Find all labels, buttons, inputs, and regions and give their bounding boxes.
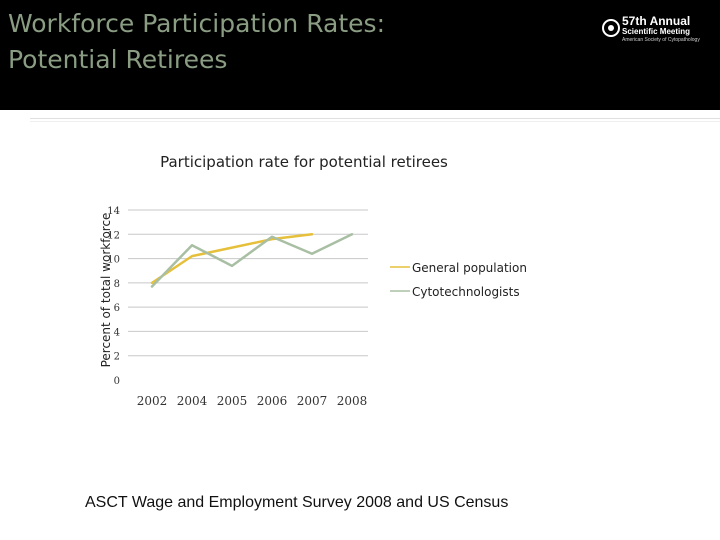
divider-line-secondary — [30, 121, 720, 122]
y-axis-label: Percent of total workforce — [99, 213, 113, 368]
logo-text-meeting: Scientific Meeting — [622, 27, 691, 36]
logo-text-society: American Society of Cytopathology — [622, 37, 700, 43]
x-tick-label: 2007 — [297, 394, 328, 408]
x-tick-label: 2006 — [257, 394, 288, 408]
title-bar: Workforce Participation Rates: Potential… — [0, 0, 720, 110]
divider-line — [30, 118, 720, 119]
meeting-logo: 57th Annual Scientific Meeting American … — [602, 14, 712, 46]
x-tick-label: 2008 — [337, 394, 368, 408]
series-line-general-population — [150, 233, 314, 285]
slide-title: Workforce Participation Rates: Potential… — [8, 9, 385, 74]
y-tick-label: 2 — [114, 352, 120, 363]
chart-title: Participation rate for potential retiree… — [160, 153, 448, 171]
y-tick-label: 4 — [114, 327, 120, 338]
legend-entry: General population — [412, 261, 527, 275]
series-line-cytotechnologists — [150, 233, 354, 288]
y-tick-label: 8 — [114, 279, 120, 290]
logo-emblem-icon — [602, 19, 620, 37]
y-tick-label: 6 — [114, 303, 120, 314]
y-tick-label: 10 — [107, 255, 120, 266]
logo-text-annual: 57th Annual — [622, 14, 691, 28]
y-tick-label: 12 — [107, 230, 120, 241]
y-tick-label: 14 — [107, 206, 120, 217]
legend-entry: Cytotechnologists — [412, 285, 520, 299]
y-tick-label: 0 — [114, 376, 120, 387]
x-tick-label: 2005 — [217, 394, 248, 408]
participation-line-chart: Participation rate for potential retiree… — [99, 153, 527, 408]
x-tick-label: 2002 — [137, 394, 168, 408]
x-tick-label: 2004 — [177, 394, 208, 408]
source-caption: ASCT Wage and Employment Survey 2008 and… — [85, 494, 509, 511]
